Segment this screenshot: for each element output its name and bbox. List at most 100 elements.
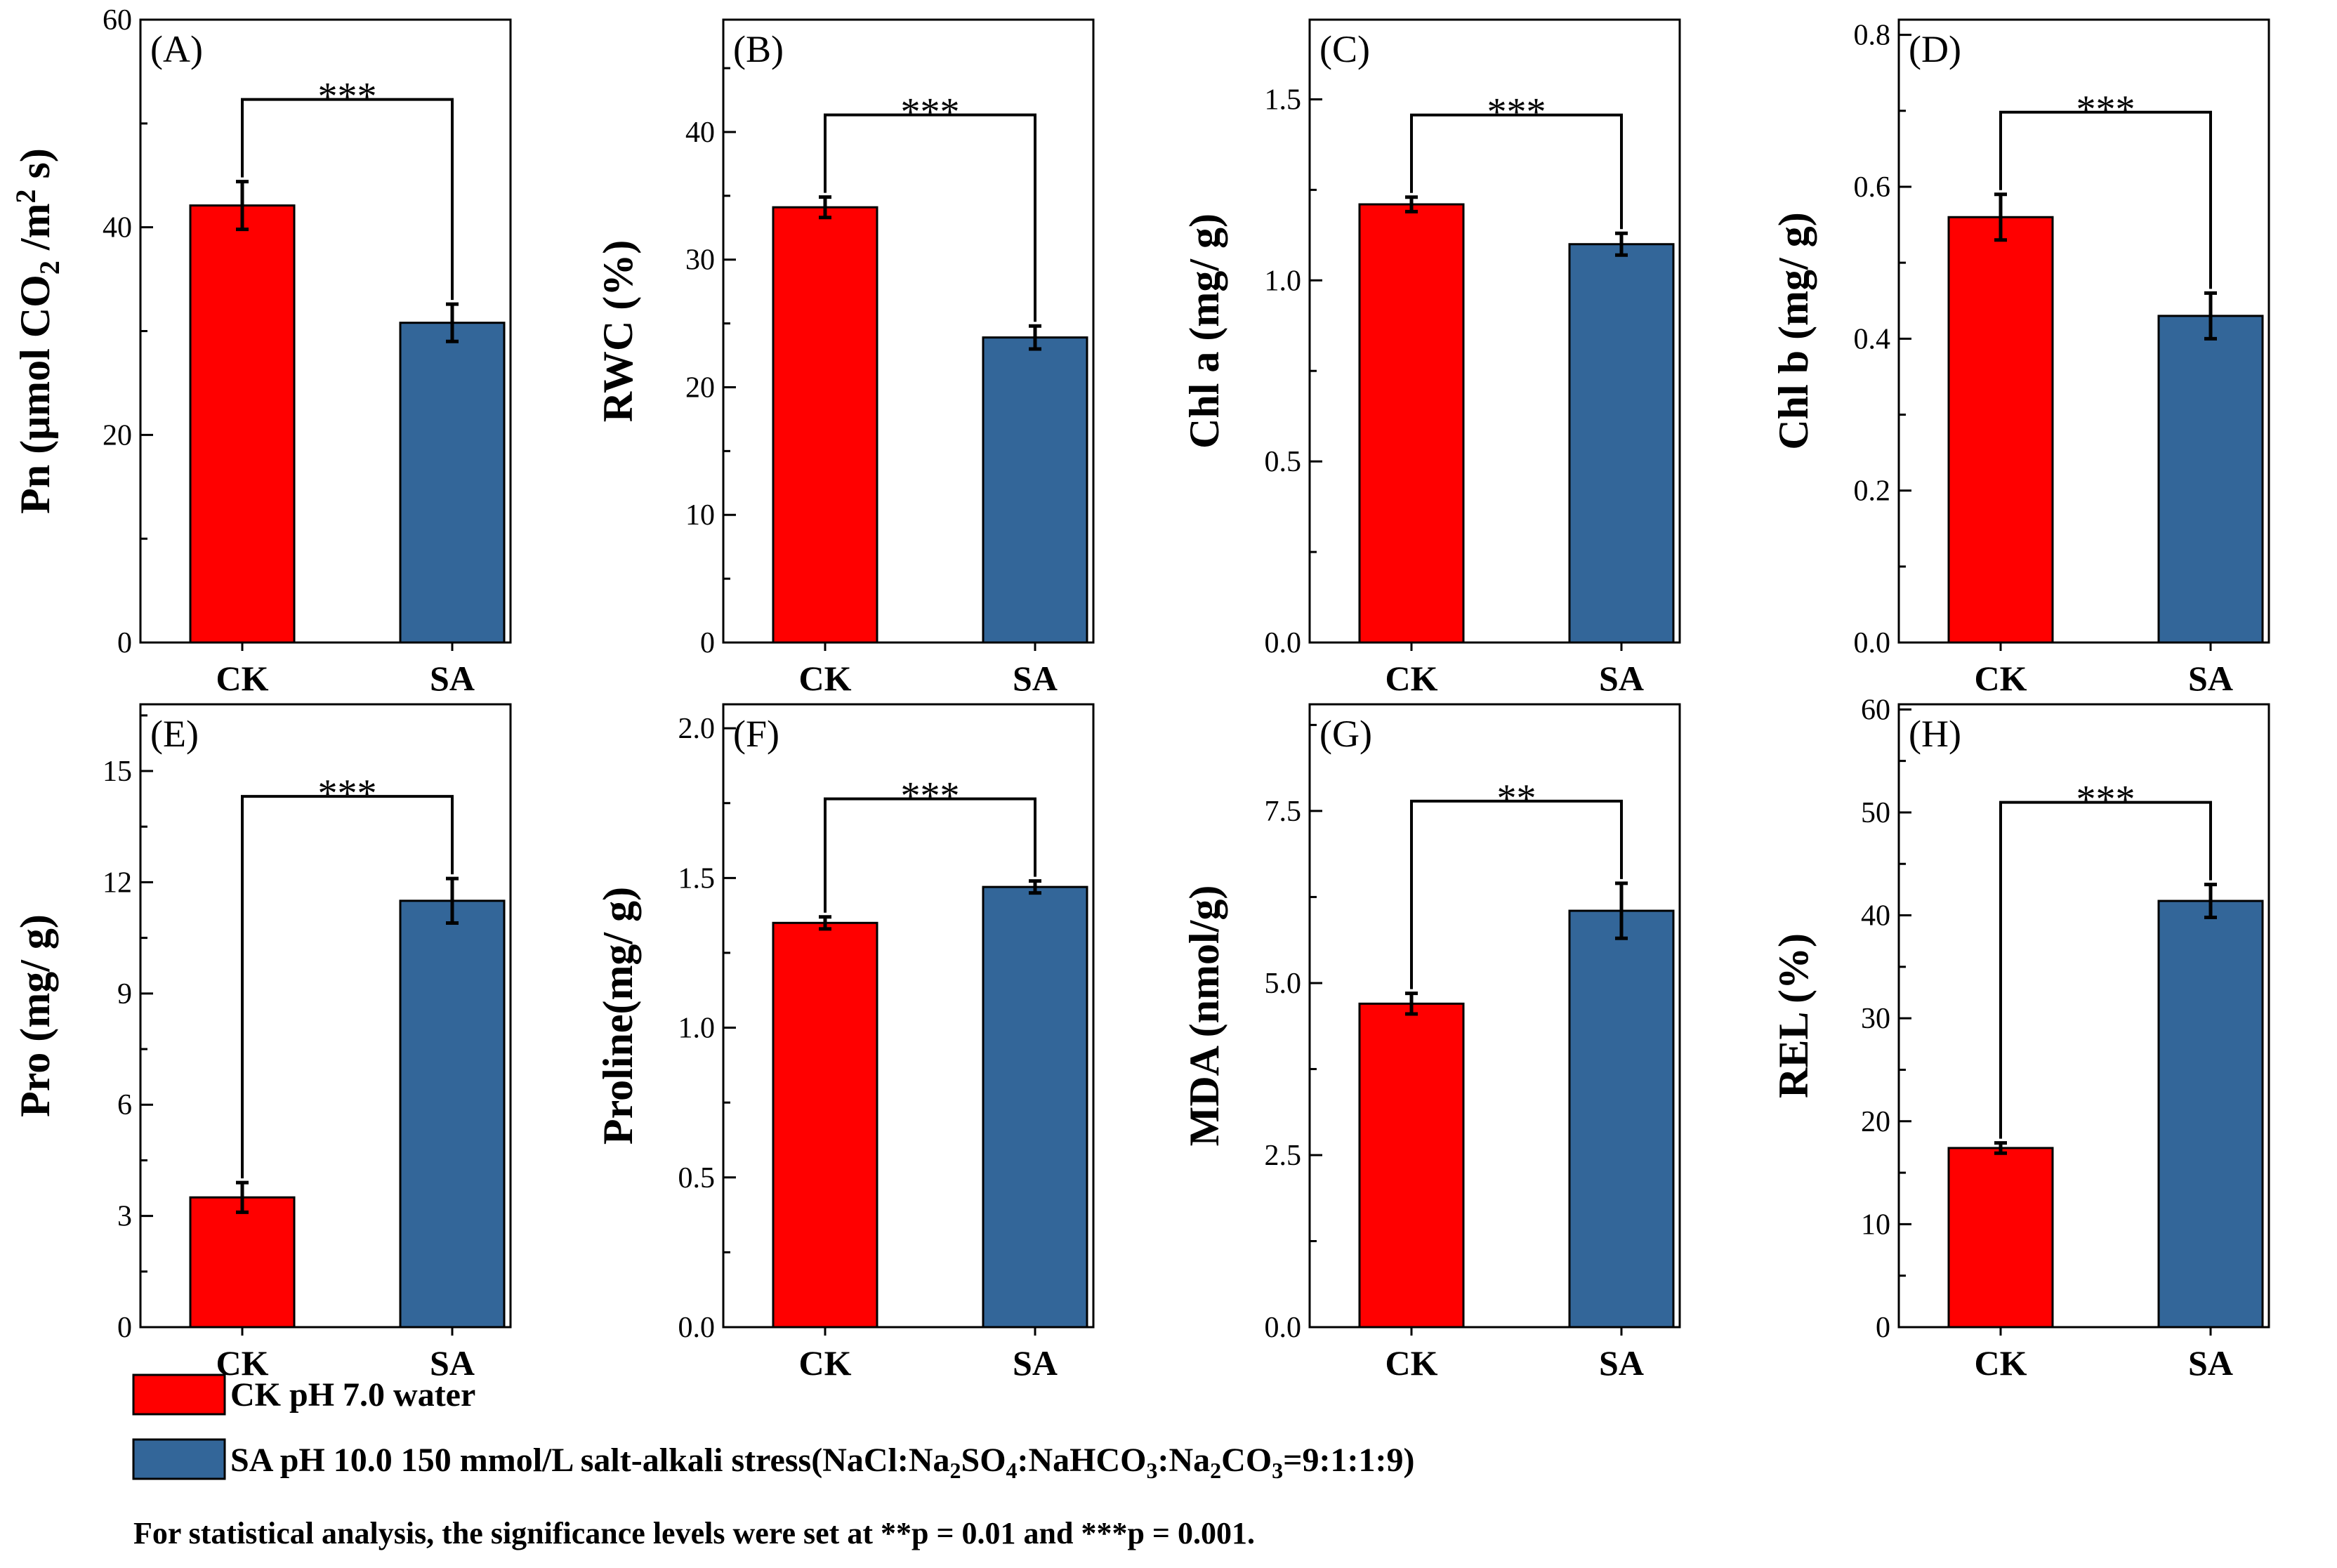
y-tick-label: 20 (1861, 1106, 1890, 1138)
y-tick-label: 6 (117, 1089, 132, 1121)
significance-bracket (241, 98, 454, 301)
category-label-ck: CK (799, 1343, 852, 1383)
bar-sa (1568, 909, 1675, 1329)
y-tick-label: 9 (117, 978, 132, 1010)
category-label-ck: CK (1975, 1343, 2027, 1383)
category-label-sa: SA (2188, 659, 2233, 698)
legend-label-ck: CK pH 7.0 water (230, 1376, 475, 1414)
significance-bracket (824, 797, 1036, 913)
category-label-sa: SA (1599, 1343, 1644, 1383)
bar-ck (1358, 203, 1465, 644)
panel-label: (H) (1909, 713, 1961, 755)
y-axis-label-part: Pn (μmol CO (12, 275, 58, 514)
plot-frame (1897, 18, 2270, 644)
significance-bracket (1999, 801, 2212, 1139)
y-tick-label: 1.0 (1265, 265, 1302, 297)
legend-sa-sub4: 2 (1210, 1458, 1221, 1483)
plot-frame (1897, 703, 2270, 1329)
category-label-sa: SA (430, 1343, 475, 1383)
chart-panel-g: CK SA ** 0.0 2.5 5.0 7.5 (G) MDA (nmol/g) (1181, 703, 1681, 1383)
chart-panel-d: CK SA *** 0.0 0.2 0.4 0.6 0.8 (D) Chl b (mg/ g) (1770, 18, 2270, 698)
bar-sa (399, 322, 506, 644)
y-tick-label: 10 (1861, 1208, 1890, 1241)
significance-stars: *** (901, 91, 960, 134)
y-tick-label: 1.5 (678, 862, 716, 895)
y-tick-label: 20 (685, 371, 715, 404)
y-tick-label: 30 (1861, 1003, 1890, 1035)
legend-sa-prefix: SA pH 10.0 150 mmol/L salt-alkali stress… (230, 1442, 950, 1479)
y-tick-label: 15 (103, 756, 132, 788)
legend-sa-mid1: SO (961, 1442, 1006, 1479)
y-tick-label: 50 (1861, 797, 1890, 829)
y-axis-label: Chl a (mg/ g) (1181, 213, 1227, 449)
plot-frame (722, 703, 1095, 1329)
significance-stars: *** (2076, 778, 2135, 822)
category-label-sa: SA (1013, 1343, 1058, 1383)
y-tick-label: 60 (1861, 694, 1890, 726)
bar-ck (772, 921, 878, 1329)
significance-stars: *** (2076, 88, 2135, 131)
significance-bracket (1410, 799, 1623, 989)
significance-stars: *** (901, 775, 960, 818)
y-tick-label: 2.0 (678, 713, 716, 745)
y-axis-label: Proline(mg/ g) (595, 887, 641, 1145)
y-tick-label: 2.5 (1265, 1140, 1302, 1172)
legend-swatch-sa (132, 1438, 226, 1480)
bar-sa (2157, 900, 2264, 1329)
significance-stars: *** (318, 772, 377, 815)
legend-sa-end: =9:1:1:9) (1283, 1442, 1414, 1479)
panel-label: (F) (733, 713, 779, 755)
legend-sa-mid3: :Na (1158, 1442, 1211, 1479)
y-tick-label: 40 (103, 212, 132, 244)
y-axis-label-part: 2 (34, 261, 65, 275)
legend-sa-sub2: 4 (1006, 1458, 1018, 1483)
panel-label: (G) (1319, 713, 1372, 755)
y-tick-label: 0.2 (1854, 475, 1891, 508)
significance-stars: *** (1487, 91, 1546, 134)
plot-frame (722, 18, 1095, 644)
legend-sa-sub5: 3 (1272, 1458, 1283, 1483)
panel-label: (B) (733, 28, 784, 70)
category-label-sa: SA (1013, 659, 1058, 698)
y-tick-label: 40 (685, 117, 715, 149)
legend-label-sa: SA pH 10.0 150 mmol/L salt-alkali stress… (230, 1442, 1414, 1483)
bar-sa (982, 336, 1088, 644)
category-label-ck: CK (799, 659, 852, 698)
bar-ck (189, 204, 296, 644)
y-tick-label: 40 (1861, 900, 1890, 933)
y-tick-label: 0 (700, 627, 715, 659)
chart-panel-c: CK SA *** 0.0 0.5 1.0 1.5 (C) Chl a (mg/ g) (1181, 18, 1681, 698)
category-label-ck: CK (216, 659, 269, 698)
bar-ck (1947, 1147, 2054, 1329)
y-axis-label: REL (%) (1770, 933, 1817, 1098)
y-tick-label: 1.5 (1265, 84, 1302, 116)
category-label-ck: CK (1385, 659, 1438, 698)
y-tick-label: 0.0 (1854, 627, 1891, 659)
y-tick-label: 0.8 (1854, 20, 1891, 52)
legend-sa-mid4: CO (1221, 1442, 1272, 1479)
chart-panel-b: CK SA *** 0 10 20 30 40 (B) RWC (%) (595, 18, 1095, 698)
y-tick-label: 0 (117, 627, 132, 659)
significance-note: For statistical analysis, the significan… (133, 1516, 1255, 1550)
y-tick-label: 0.0 (1265, 627, 1302, 659)
y-tick-label: 3 (117, 1201, 132, 1233)
category-label-sa: SA (430, 659, 475, 698)
y-tick-label: 0.6 (1854, 171, 1891, 204)
y-axis-label-part: s) (12, 148, 58, 189)
y-tick-label: 0.0 (1265, 1312, 1302, 1344)
legend-swatch-ck (132, 1373, 226, 1416)
y-tick-label: 0.0 (678, 1312, 716, 1344)
plot-frame (1308, 18, 1681, 644)
chart-panel-f: CK SA *** 0.0 0.5 1.0 1.5 2.0 (F) Proline(mg/ g) (595, 703, 1095, 1383)
significance-bracket (1999, 110, 2212, 289)
y-axis-label: Chl b (mg/ g) (1770, 212, 1817, 449)
significance-bracket (824, 113, 1036, 322)
y-axis-label: Pn (μmol CO2 /m2 s) (10, 148, 65, 514)
panel-label: (E) (150, 713, 199, 755)
significance-stars: *** (318, 75, 377, 119)
panel-label: (A) (150, 28, 203, 70)
y-tick-label: 5.0 (1265, 968, 1302, 1000)
y-axis-label: Pro (mg/ g) (12, 914, 58, 1117)
